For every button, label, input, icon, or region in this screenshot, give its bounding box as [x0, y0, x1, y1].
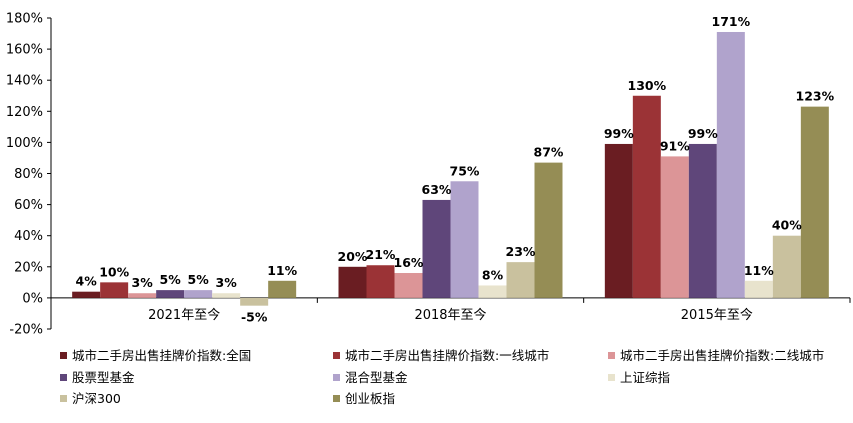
data-label: 8% — [482, 267, 504, 282]
data-labels: 4%10%3% 5% 5% 3%-5%11%20%21%16%63%75%8%23%8… — [76, 14, 835, 325]
bar — [184, 290, 213, 298]
bar — [688, 143, 717, 298]
data-label: 91% — [660, 138, 690, 153]
legend-swatch — [333, 374, 340, 381]
legend-swatch — [333, 352, 340, 359]
y-tick-label: 80% — [14, 167, 43, 182]
bar — [744, 280, 773, 298]
bar — [506, 262, 535, 298]
data-label: 99% — [688, 126, 718, 141]
data-label: 23% — [506, 244, 536, 259]
data-label: 99% — [604, 126, 634, 141]
y-tick-label: 60% — [14, 198, 43, 213]
data-label: 21% — [366, 247, 396, 262]
data-label: 4% — [76, 274, 98, 289]
y-tick-label: 180% — [6, 12, 43, 27]
y-tick-label: -20% — [9, 323, 43, 338]
data-label: 5% — [188, 272, 210, 287]
bar — [604, 143, 633, 298]
y-tick-label: 0% — [22, 291, 43, 306]
bar — [338, 266, 367, 298]
data-label: 171% — [712, 14, 751, 29]
data-label: 16% — [394, 255, 424, 270]
bar — [268, 280, 297, 298]
legend-swatch — [608, 352, 615, 359]
bar — [72, 291, 101, 298]
legend: 城市二手房出售挂牌价指数:全国 城市二手房出售挂牌价指数:一线城市 城市二手房出售挂… — [60, 348, 824, 406]
y-tick-label: 160% — [6, 43, 43, 58]
data-label: 10% — [99, 264, 129, 279]
data-label: 63% — [422, 182, 452, 197]
y-tick-label: 20% — [14, 260, 43, 275]
data-label: 123% — [796, 89, 835, 104]
data-label: -5% — [241, 310, 268, 325]
bar — [366, 265, 395, 298]
legend-swatch — [60, 374, 67, 381]
data-label: 5% — [160, 272, 182, 287]
legend-label: 城市二手房出售挂牌价指数:二线城市 — [620, 348, 824, 363]
data-label: 11% — [744, 263, 774, 278]
legend-swatch — [333, 395, 340, 402]
y-tick-label: 140% — [6, 74, 43, 89]
data-label: 3% — [216, 275, 238, 290]
legend-label: 创业板指 — [345, 391, 395, 406]
bar — [128, 293, 157, 298]
legend-swatch — [60, 352, 67, 359]
legend-label: 城市二手房出售挂牌价指数:一线城市 — [345, 348, 549, 363]
data-label: 40% — [772, 218, 802, 233]
category-label: 2015年至今 — [681, 307, 753, 323]
bar — [800, 106, 829, 298]
category-label: 2018年至今 — [414, 307, 486, 323]
legend-label: 混合型基金 — [345, 370, 408, 385]
bar — [100, 282, 129, 298]
bar — [422, 199, 451, 298]
legend-label: 上证综指 — [620, 370, 670, 385]
data-label: 3% — [132, 275, 154, 290]
data-label: 20% — [338, 249, 368, 264]
bar — [156, 290, 185, 298]
legend-swatch — [60, 395, 67, 402]
bar — [478, 285, 507, 298]
bar — [660, 156, 689, 298]
legend-label: 股票型基金 — [72, 370, 135, 385]
bar — [240, 297, 269, 306]
bar — [212, 293, 241, 298]
legend-swatch — [608, 374, 615, 381]
data-label: 75% — [450, 163, 480, 178]
bar — [450, 181, 479, 298]
data-label: 130% — [628, 78, 667, 93]
legend-label: 沪深300 — [72, 391, 121, 406]
bars — [72, 31, 829, 306]
bar — [772, 235, 801, 298]
bar — [632, 95, 661, 298]
y-tick-label: 120% — [6, 105, 43, 120]
bar — [534, 162, 563, 298]
y-tick-label: 100% — [6, 136, 43, 151]
bar — [716, 31, 745, 298]
category-label: 2021年至今 — [148, 307, 220, 323]
bar — [394, 273, 423, 298]
y-tick-label: 40% — [14, 229, 43, 244]
legend-label: 城市二手房出售挂牌价指数:全国 — [72, 348, 251, 363]
data-label: 87% — [534, 145, 564, 160]
data-label: 11% — [267, 263, 297, 278]
